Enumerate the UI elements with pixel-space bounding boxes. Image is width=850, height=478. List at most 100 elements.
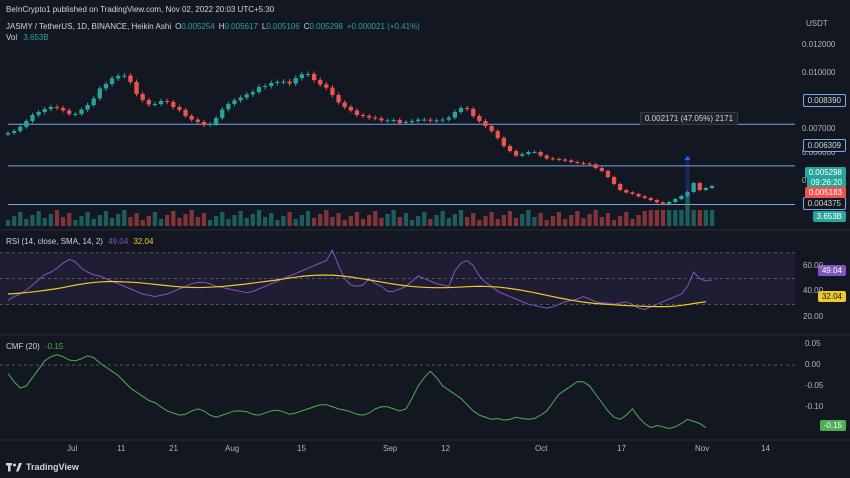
candle-body [189, 116, 194, 120]
volume-bar [654, 210, 660, 226]
volume-bar [660, 210, 666, 226]
volume-bar [373, 211, 378, 226]
volume-bar [550, 216, 555, 226]
volume-bar [256, 210, 262, 226]
volume-bar [471, 213, 476, 226]
level-label-mid: 0.006309 [802, 139, 846, 152]
candle-body [434, 120, 439, 122]
symbol-title[interactable]: JASMY / TetherUS, 1D, BINANCE, Heikin As… [6, 22, 172, 31]
low-price-label: 0.005183 [804, 187, 846, 198]
time-axis-label: 11 [117, 444, 126, 453]
volume-bar [667, 210, 672, 226]
volume-bar [538, 213, 543, 226]
candle-body [483, 121, 488, 126]
candle-body [18, 126, 23, 131]
candle-body [30, 115, 35, 121]
volume-bar [409, 220, 415, 226]
cmf-value-label: -0.15 [819, 420, 846, 431]
rsi-line [7, 249, 713, 310]
candle-body [550, 158, 555, 160]
volume-bar [299, 215, 304, 226]
candle-body [446, 117, 451, 120]
volume-bar [367, 215, 372, 226]
rsi-sma-legend-value: 32.04 [133, 237, 154, 246]
time-axis-label: Jul [67, 444, 78, 453]
volume-bar [495, 219, 500, 226]
candle-body [293, 78, 298, 84]
candle-body [648, 198, 653, 200]
rsi-value-label: 49.04 [817, 265, 846, 276]
price-tick-label: 0.010000 [802, 68, 836, 77]
cmf-line [7, 354, 707, 430]
cmf-tick-label: 0.05 [805, 339, 821, 349]
volume-bar [569, 215, 574, 226]
cmf-tick-label: 0.00 [805, 360, 821, 370]
candle-body [556, 159, 562, 160]
volume-bar [458, 210, 464, 226]
candle-body [575, 162, 580, 163]
volume-bar [146, 216, 151, 226]
candle-body [158, 101, 164, 104]
candle-body [624, 190, 629, 193]
candle-body [562, 159, 568, 161]
change-value: +0.000021 (+0.41%) [346, 22, 420, 31]
volume-bar [642, 211, 647, 226]
candle-body [360, 115, 366, 116]
volume-bar [599, 217, 604, 226]
volume-bar [709, 210, 715, 226]
volume-bar [703, 210, 709, 226]
candle-body [134, 82, 139, 94]
volume-bar [434, 215, 439, 226]
footer-brand: TradingView [26, 462, 79, 472]
volume-axis-label: 3.653B [812, 211, 846, 222]
volume-bar [226, 219, 231, 226]
candle-body [103, 84, 109, 89]
rsi-tick-label: 60.00 [803, 260, 824, 270]
volume-bar [575, 211, 580, 226]
volume-bar [60, 217, 66, 226]
candle-body [79, 109, 84, 114]
volume-bar [513, 218, 519, 226]
candle-body [397, 120, 402, 123]
volume-bar [250, 214, 256, 226]
time-axis-label: 12 [441, 444, 450, 453]
candle-body [673, 199, 678, 202]
volume-bar [648, 210, 653, 226]
volume-bar [287, 212, 292, 226]
chart-canvas[interactable] [0, 0, 850, 458]
candle-body [495, 131, 500, 138]
tradingview-logo-icon [6, 463, 22, 472]
volume-bar [477, 220, 482, 226]
volume-bar [446, 218, 451, 226]
candle-body [195, 119, 200, 122]
level-label-low: 0.004375 [802, 197, 846, 210]
candle-body [54, 107, 60, 108]
candle-body [679, 196, 684, 199]
candle-body [660, 202, 666, 205]
volume-bar [379, 218, 384, 226]
measure-arrow [684, 156, 691, 160]
volume-bar [422, 212, 427, 226]
candle-body [244, 94, 249, 98]
volume-bar [348, 216, 353, 226]
volume-bar [189, 210, 194, 226]
candle-body [416, 119, 421, 121]
candle-body [330, 87, 335, 95]
volume-bar [501, 215, 507, 226]
candle-body [409, 121, 415, 122]
time-axis-label: 21 [169, 444, 178, 453]
candle-body [269, 83, 274, 86]
volume-bar [526, 210, 531, 226]
tradingview-logo[interactable]: TradingView [6, 462, 79, 472]
candle-body [73, 114, 78, 115]
ohlc-low: L0.005106 [261, 22, 300, 31]
candle-body [385, 120, 390, 122]
candle-body [109, 78, 115, 84]
volume-bar [544, 220, 549, 226]
candle-body [520, 154, 525, 156]
candle-body [165, 101, 170, 102]
volume-bar [79, 216, 84, 226]
candle-body [250, 92, 256, 95]
symbol-legend: JASMY / TetherUS, 1D, BINANCE, Heikin As… [6, 22, 420, 31]
candle-body [48, 107, 53, 109]
